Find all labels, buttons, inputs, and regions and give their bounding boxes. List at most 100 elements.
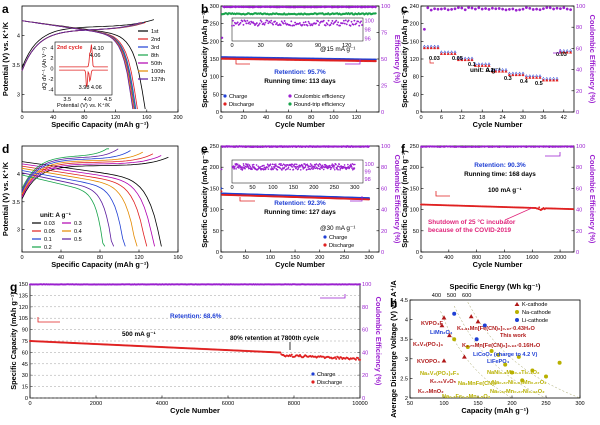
- panel-b-y2tick-label-2: 50: [381, 57, 387, 63]
- panel-e-inset-series-point: [270, 166, 273, 168]
- panel-b-arrow-left: [235, 59, 250, 65]
- panel-a-inset-peak-2: 3.98: [79, 85, 90, 91]
- panel-f-y2tick-label-3: 60: [576, 186, 582, 192]
- panel-e-inset-series-point: [269, 163, 272, 166]
- panel-d-legend-entry-0: 0.03: [44, 221, 55, 227]
- panel-g-ytick-label-4: 60: [22, 350, 28, 356]
- panel-d-charge-curve-1: [21, 155, 162, 198]
- panel-c-coulombic-series-point: [562, 6, 566, 10]
- panel-b-inset-series-point: [344, 19, 347, 22]
- panel-e-inset-series-point: [339, 169, 341, 171]
- panel-b-inset-series-point: [259, 19, 262, 22]
- panel-b-xtick-label-1: 20: [240, 115, 246, 121]
- panel-c-discharge-series-point: [534, 75, 539, 79]
- panel-a-charge-curve-0: [21, 19, 155, 68]
- panel-e-inset-series-point: [291, 166, 294, 168]
- panel-f-shutdown-line-2: because of the COVID-2019: [428, 227, 512, 234]
- panel-e-label: e: [201, 142, 208, 156]
- panel-c-xtick-label-1: 6: [440, 115, 443, 121]
- panel-a-inset-peak-1: 4.06: [90, 53, 101, 59]
- panel-b-inset-ytick-label-1: 98: [365, 28, 371, 34]
- panel-f-ytick-label-1: 50: [413, 229, 419, 235]
- panel-c-xtick-label-3: 18: [479, 115, 485, 121]
- panel-c-ylabel: Specific Capacity (mAh g⁻¹): [400, 10, 409, 108]
- panel-c-discharge-series-point: [449, 51, 454, 55]
- panel-e-inset-series-point: [351, 168, 354, 171]
- panel-c-coulombic-series-point: [467, 6, 471, 10]
- panel-e-inset-series-point: [239, 165, 242, 167]
- panel-e-inset-series-point: [275, 165, 278, 167]
- panel-b-inset-series-point: [249, 23, 252, 25]
- panel-e-inset-ytick-label-2: 100: [365, 162, 374, 168]
- panel-c-discharge-series-point: [490, 69, 495, 73]
- panel-f-rate: 100 mA g⁻¹: [488, 187, 522, 194]
- panel-d-label: d: [2, 142, 9, 156]
- panel-d-xtick-label-3: 120: [134, 255, 143, 261]
- panel-e-inset-series-point: [337, 165, 340, 168]
- panel-b-inset-series-point: [248, 21, 251, 24]
- panel-g-legend-entry-0: Charge: [317, 372, 335, 378]
- panel-b-inset-series-point: [236, 21, 239, 24]
- panel-e-xtick-label-0: 0: [219, 255, 222, 261]
- panel-a-inset-xtick-label-1: 4.0: [84, 97, 92, 103]
- panel-c-discharge-series-point: [429, 46, 433, 50]
- panel-g-ytick-label-0: 0: [25, 396, 28, 402]
- panel-e-inset-series-point: [271, 163, 274, 166]
- panel-h-x2label: Specific Energy (Wh kg⁻¹): [450, 282, 541, 291]
- panel-g-discharge-series: [28, 339, 362, 361]
- panel-e-ytick-label-2: 100: [210, 208, 219, 214]
- panel-e-inset-xtick-label-2: 100: [268, 185, 277, 191]
- panel-e-inset-series-point: [244, 167, 246, 170]
- panel-b-inset-series-point: [263, 23, 266, 26]
- panel-e-retention: Retention: 92.3%: [274, 200, 326, 207]
- panel-c-coulombic-series-point: [511, 7, 515, 11]
- panel-b-inset-series-point: [308, 22, 311, 25]
- panel-c-coulombic-series-point: [535, 7, 539, 11]
- panel-c-discharge-series-point: [548, 78, 552, 82]
- panel-c-frame: [420, 5, 575, 113]
- panel-a-inset-ytick-label-0: -4: [49, 88, 54, 94]
- panel-e-y2tick-label-1: 20: [381, 229, 387, 235]
- panel-b-inset-series-point: [266, 19, 269, 22]
- panel-e-inset-series-point: [343, 164, 346, 166]
- panel-c-rate-label-0: 0.03: [429, 56, 440, 62]
- panel-b-running-time: Running time: 113 days: [264, 78, 336, 85]
- panel-c-discharge-series-point: [531, 75, 535, 79]
- panel-h-label: h: [390, 296, 397, 310]
- panel-e-inset-series-point: [309, 163, 312, 165]
- panel-h-point-label-14: Na₀.₇Fe₀.₅Mn₀.₅O₂: [442, 394, 491, 400]
- panel-c-ytick-label-0: 0: [416, 110, 419, 116]
- panel-h-legend-marker-2: [515, 318, 519, 322]
- panel-b-inset-series-point: [275, 22, 278, 24]
- panel-c-discharge-series-point: [545, 78, 549, 82]
- panel-c-coulombic-series-point: [521, 7, 525, 11]
- panel-c-coulombic-series-point: [507, 7, 511, 11]
- panel-e-y2tick-label-4: 80: [381, 165, 387, 171]
- panel-e-inset-series-point: [287, 167, 289, 170]
- panel-e-inset-series-point: [297, 168, 300, 170]
- panel-e-rate: @30 mA g⁻¹: [320, 225, 355, 232]
- panel-b-inset-series-point: [262, 22, 265, 25]
- panel-e-inset-xtick-label-0: 0: [230, 185, 233, 191]
- panel-c-coulombic-series-point: [487, 7, 491, 11]
- panel-b-legend-marker-1: [223, 102, 227, 106]
- panel-e-inset-series-point: [304, 163, 306, 165]
- panel-h-point-18: [557, 360, 562, 365]
- panel-e-legend-entry-0: Charge: [329, 235, 347, 241]
- panel-e-inset-frame: [231, 159, 364, 184]
- panel-b-y2tick-label-1: 25: [381, 84, 387, 90]
- panel-c-arrow-right: [553, 49, 561, 54]
- panel-c-discharge-series-point: [517, 73, 522, 77]
- panel-e-inset-series-point: [294, 163, 296, 165]
- panel-b-inset-series-point: [336, 23, 339, 26]
- panel-a-xtick-label-0: 0: [20, 115, 23, 121]
- panel-b-xtick-label-2: 40: [263, 115, 269, 121]
- panel-b-inset-series-point: [289, 24, 292, 27]
- panel-c-coulombic-series-point: [524, 6, 528, 10]
- panel-b-inset-series-point: [357, 20, 360, 23]
- panel-c-discharge-series-point: [453, 51, 457, 55]
- panel-c-discharge-series-point: [511, 73, 515, 77]
- panel-h-xtick-label-5: 300: [575, 401, 584, 407]
- panel-g-ytick-label-2: 30: [22, 373, 28, 379]
- panel-c-coulombic-series-point: [565, 7, 569, 11]
